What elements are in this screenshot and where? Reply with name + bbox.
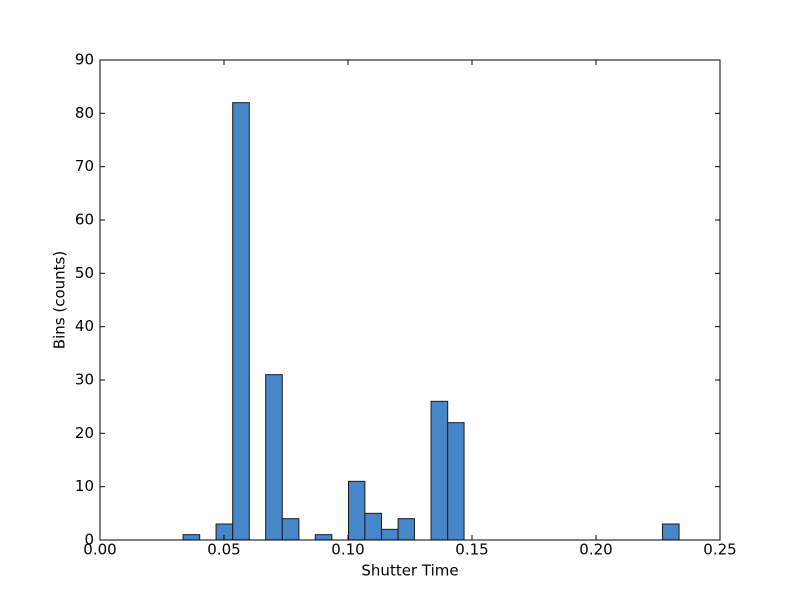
bar: [364, 512, 382, 541]
y-tick-label: 80: [75, 104, 94, 122]
bar: [232, 102, 250, 541]
bar: [314, 534, 333, 541]
bar: [265, 374, 283, 541]
bar: [182, 534, 201, 541]
x-tick-label: 0.25: [703, 541, 736, 559]
x-tick-label: 0.20: [579, 541, 612, 559]
bar: [430, 400, 449, 541]
bar: [661, 523, 680, 541]
y-tick-label: 30: [75, 371, 94, 389]
bar: [347, 480, 366, 541]
bar: [380, 528, 399, 541]
y-tick-label: 10: [75, 477, 94, 495]
y-tick-label: 0: [84, 531, 94, 549]
y-axis-label: Bins (counts): [51, 251, 69, 349]
y-tick-label: 90: [75, 51, 94, 69]
y-tick-label: 70: [75, 157, 94, 175]
y-tick-label: 40: [75, 317, 94, 335]
y-tick-label: 50: [75, 264, 94, 282]
x-tick-label: 0.15: [455, 541, 488, 559]
x-tick-label: 0.05: [207, 541, 240, 559]
x-axis-label: Shutter Time: [361, 562, 458, 580]
bar: [397, 518, 415, 541]
bar: [447, 422, 465, 541]
bar: [281, 518, 300, 541]
x-tick-label: 0.10: [331, 541, 364, 559]
y-tick-label: 20: [75, 424, 94, 442]
plot-frame: [99, 59, 721, 541]
y-tick-label: 60: [75, 211, 94, 229]
x-tick-label: 0.00: [83, 541, 116, 559]
